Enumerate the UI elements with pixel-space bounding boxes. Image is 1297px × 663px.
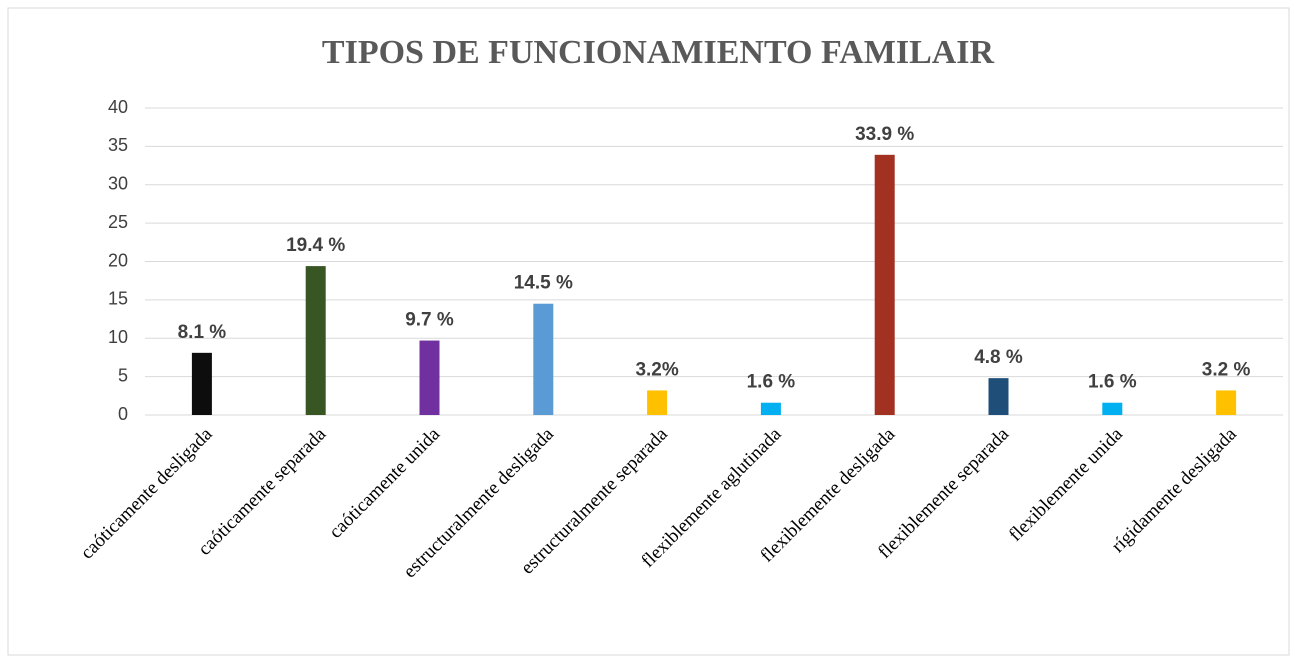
data-label: 1.6 % [747,372,796,393]
y-tick-label: 5 [118,365,128,385]
bar [191,352,212,415]
bar [647,390,668,415]
data-label: 19.4 % [286,235,345,256]
y-tick-label: 20 [108,250,128,270]
bar [988,378,1009,415]
y-tick-label: 0 [118,404,128,424]
data-label: 14.5 % [514,273,573,294]
bar [874,154,895,415]
y-tick-label: 10 [108,327,128,347]
bar [1216,390,1237,415]
bar [419,340,440,415]
data-label: 4.8 % [974,347,1023,368]
bar [1102,402,1123,415]
bar [305,266,326,415]
bar [533,303,554,415]
y-tick-label: 15 [108,289,128,309]
y-tick-label: 25 [108,212,128,232]
y-tick-label: 35 [108,135,128,155]
data-label: 3.2% [635,359,678,380]
y-tick-label: 30 [108,174,128,194]
data-label: 9.7 % [405,310,454,331]
data-label: 3.2 % [1202,359,1251,380]
data-label: 33.9 % [855,124,914,145]
chart-title: TIPOS DE FUNCIONAMIENTO FAMILAIR [322,34,995,71]
chart-border [7,7,1290,656]
y-tick-label: 40 [108,97,128,117]
bar [760,402,781,415]
data-label: 1.6 % [1088,372,1137,393]
data-label: 8.1 % [178,322,227,343]
